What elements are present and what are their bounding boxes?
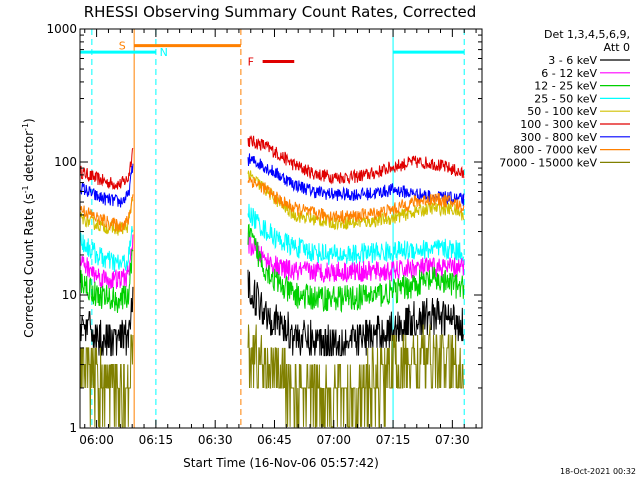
series-line-800-7000kev-seg1 bbox=[247, 176, 465, 224]
series-line-800-7000kev-seg0 bbox=[80, 194, 134, 233]
x-axis-ticks: 06:00 06:15 06:30 06:45 07:00 07:15 07:30 bbox=[79, 29, 477, 447]
series-line-3-6kev-seg0 bbox=[80, 286, 134, 357]
chart-title: RHESSI Observing Summary Count Rates, Co… bbox=[84, 3, 477, 21]
series-line-12-25kev-seg0 bbox=[80, 249, 134, 313]
x-tick-label-3: 06:45 bbox=[257, 433, 292, 447]
y-axis-label: Corrected Count Rate (s-1 detector-1) bbox=[21, 118, 36, 337]
flag-label-n-1: N bbox=[160, 46, 168, 59]
legend-label-7: 800 - 7000 keV bbox=[513, 144, 597, 157]
flag-label-s-0: S bbox=[119, 40, 126, 53]
plot-area: S N F bbox=[80, 29, 465, 428]
x-tick-label-0: 06:00 bbox=[79, 433, 114, 447]
legend-label-6: 300 - 800 keV bbox=[520, 131, 597, 144]
series-line-300-800kev-seg0 bbox=[80, 163, 134, 208]
x-axis-label: Start Time (16-Nov-06 05:57:42) bbox=[183, 456, 379, 470]
legend-label-4: 50 - 100 keV bbox=[527, 105, 597, 118]
x-tick-label-5: 07:15 bbox=[376, 433, 411, 447]
legend-label-0: 3 - 6 keV bbox=[548, 54, 597, 67]
x-tick-label-6: 07:30 bbox=[435, 433, 470, 447]
series-line-25-50kev-seg0 bbox=[80, 225, 134, 273]
y-tick-label-1: 10 bbox=[62, 288, 77, 302]
y-tick-label-0: 1 bbox=[69, 421, 77, 435]
x-tick-label-4: 07:00 bbox=[316, 433, 351, 447]
date-stamp: 18-Oct-2021 00:32 bbox=[560, 467, 636, 476]
y-tick-label-2: 100 bbox=[54, 155, 77, 169]
series-line-25-50kev-seg1 bbox=[247, 203, 465, 266]
series-line-100-300kev-seg0 bbox=[80, 147, 134, 191]
legend-header-line2: Att 0 bbox=[604, 41, 630, 54]
x-tick-label-1: 06:15 bbox=[139, 433, 174, 447]
series-line-6-12kev-seg0 bbox=[80, 234, 134, 289]
series-line-12-25kev-seg1 bbox=[247, 223, 465, 314]
series-line-7000-15000kev-seg1 bbox=[247, 324, 464, 428]
legend-header-line1: Det 1,3,4,5,6,9, bbox=[544, 28, 630, 41]
legend-label-1: 6 - 12 keV bbox=[541, 67, 597, 80]
series-line-100-300kev-seg1 bbox=[247, 135, 465, 185]
legend-label-8: 7000 - 15000 keV bbox=[499, 156, 597, 169]
legend-label-2: 12 - 25 keV bbox=[534, 80, 597, 93]
series-line-3-6kev-seg1 bbox=[247, 269, 464, 357]
y-axis-ticks: 1 10 100 1000 bbox=[46, 22, 482, 435]
legend-label-5: 100 - 300 keV bbox=[520, 118, 597, 131]
series-line-6-12kev-seg1 bbox=[247, 232, 465, 283]
legend-label-3: 25 - 50 keV bbox=[534, 92, 597, 105]
series-line-7000-15000kev-seg0 bbox=[80, 334, 134, 428]
flag-label-f-3: F bbox=[248, 55, 254, 68]
y-tick-label-3: 1000 bbox=[46, 22, 77, 36]
x-tick-label-2: 06:30 bbox=[198, 433, 233, 447]
plot-frame bbox=[79, 28, 483, 429]
